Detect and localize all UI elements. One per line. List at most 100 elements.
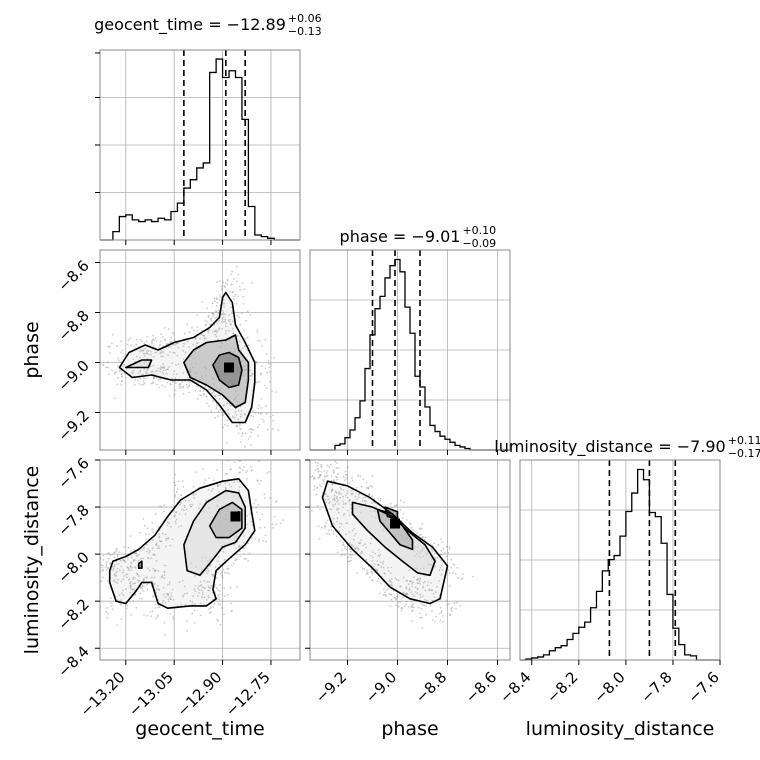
sample-point: [217, 560, 219, 563]
sample-point: [163, 564, 165, 566]
sample-point: [200, 614, 202, 617]
sample-point: [221, 414, 224, 417]
sample-point: [383, 588, 385, 591]
sample-point: [260, 407, 263, 409]
sample-point: [212, 606, 215, 609]
sample-point: [365, 481, 368, 484]
y-axis-label-phase: phase: [21, 321, 43, 378]
sample-point: [165, 539, 168, 542]
sample-point: [219, 483, 222, 486]
sample-point: [344, 470, 347, 473]
sample-point: [325, 475, 328, 478]
sample-point: [203, 481, 206, 484]
sample-point: [197, 587, 199, 590]
sample-point: [132, 358, 135, 361]
sample-point: [204, 319, 207, 322]
sample-point: [312, 478, 315, 481]
sample-point: [334, 499, 336, 502]
sample-point: [320, 485, 323, 488]
sample-point: [394, 577, 397, 580]
sample-point: [244, 337, 247, 340]
sample-point: [195, 345, 198, 347]
sample-point: [149, 550, 151, 552]
x-tick-label-luminosity_distance: −7.8: [637, 668, 675, 706]
sample-point: [231, 415, 234, 418]
sample-point: [150, 382, 153, 385]
sample-point: [117, 357, 120, 360]
sample-point: [155, 587, 158, 590]
sample-point: [207, 314, 210, 317]
sample-point: [320, 471, 323, 473]
sample-point: [206, 321, 209, 323]
sample-point: [112, 569, 115, 572]
sample-point: [116, 582, 119, 585]
sample-point: [354, 547, 356, 550]
contour-line: [384, 506, 399, 520]
sample-point: [94, 580, 96, 582]
sample-point: [371, 495, 373, 498]
sample-point: [153, 584, 156, 586]
sample-point: [233, 461, 236, 464]
sample-point: [431, 610, 433, 613]
sample-point: [139, 338, 142, 341]
sample-point: [157, 347, 160, 349]
sample-point: [218, 398, 221, 400]
sample-point: [353, 538, 355, 541]
sample-point: [338, 522, 341, 524]
sample-point: [151, 522, 154, 524]
sample-point: [114, 572, 117, 575]
sample-point: [130, 550, 132, 553]
sample-point: [113, 580, 116, 583]
sample-point: [230, 609, 233, 612]
sample-point: [440, 559, 443, 562]
sample-point: [133, 577, 136, 579]
sample-point: [249, 512, 252, 515]
sample-point: [275, 500, 278, 503]
sample-point: [452, 572, 454, 574]
sample-point: [229, 323, 232, 326]
sample-point: [168, 351, 171, 353]
sample-point: [371, 475, 374, 478]
sample-point: [216, 330, 219, 332]
sample-point: [378, 549, 380, 551]
sample-point: [234, 411, 237, 413]
sample-point: [139, 549, 142, 552]
sample-point: [161, 384, 164, 386]
sample-point: [226, 402, 229, 405]
sample-point: [127, 569, 130, 572]
sample-point: [459, 604, 462, 607]
sample-point: [158, 344, 161, 347]
sample-point: [353, 528, 356, 530]
sample-point: [420, 602, 422, 605]
sample-point: [431, 589, 433, 591]
sample-point: [189, 600, 192, 602]
sample-point: [195, 314, 198, 317]
sample-point: [332, 469, 335, 472]
sample-point: [232, 298, 235, 300]
sample-point: [418, 582, 420, 584]
sample-point: [351, 554, 353, 556]
sample-point: [169, 525, 172, 528]
sample-point: [326, 464, 329, 467]
sample-point: [197, 594, 199, 597]
sample-point: [125, 368, 128, 370]
sample-point: [161, 601, 164, 604]
sample-point: [116, 554, 119, 557]
sample-point: [269, 416, 272, 418]
sample-point: [232, 291, 235, 293]
sample-point: [424, 539, 426, 541]
sample-point: [265, 353, 268, 355]
sample-point: [182, 594, 185, 597]
sample-point: [141, 349, 143, 352]
sample-point: [217, 394, 220, 397]
sample-point: [174, 473, 177, 476]
sample-point: [142, 580, 145, 582]
sample-point: [225, 452, 227, 454]
sample-point: [166, 521, 169, 523]
sample-point: [180, 385, 182, 388]
sample-point: [135, 338, 138, 341]
sample-point: [411, 593, 414, 596]
sample-point: [239, 555, 242, 557]
sample-point: [382, 560, 385, 563]
sample-point: [369, 542, 372, 545]
